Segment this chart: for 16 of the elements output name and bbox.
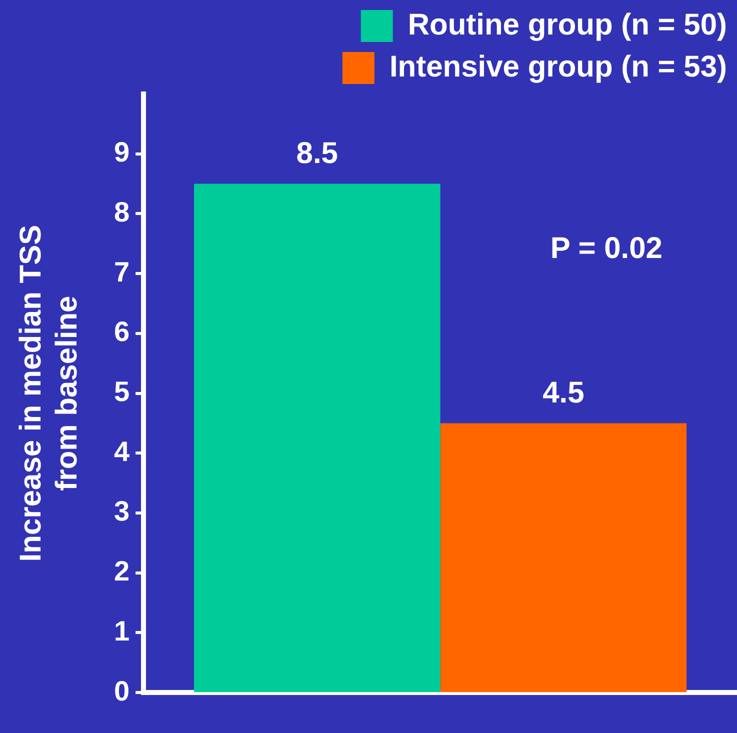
- y-tick-label: 0: [114, 675, 130, 706]
- y-tick-label: 2: [114, 556, 130, 587]
- y-tick-label: 4: [114, 436, 130, 467]
- y-tick-label: 6: [114, 316, 130, 348]
- y-axis-title: Increase in median TSS from baseline: [14, 224, 84, 562]
- legend-label: Intensive group (n = 53): [389, 50, 728, 84]
- annotation: P = 0.02: [550, 232, 662, 265]
- data-label: 8.5: [296, 137, 338, 170]
- y-tick-label: 7: [114, 256, 130, 288]
- y-tick-label: 8: [114, 196, 130, 228]
- data-label: 4.5: [542, 376, 584, 410]
- y-tick-label: 5: [114, 376, 130, 408]
- y-tick-label: 1: [114, 615, 130, 646]
- y-tick-label: 3: [114, 496, 130, 527]
- legend-label: Routine group (n = 50): [408, 8, 728, 42]
- y-tick-label: 9: [114, 136, 130, 168]
